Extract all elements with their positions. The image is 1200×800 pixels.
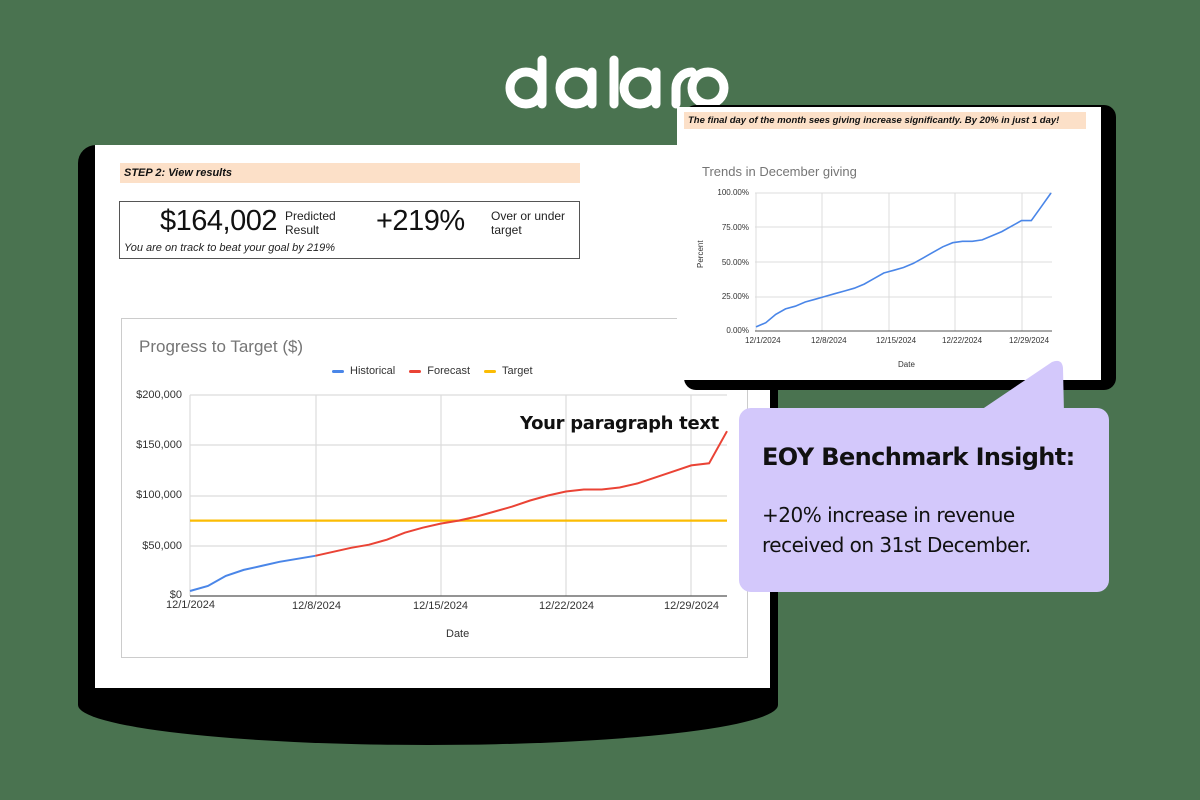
legend-label-historical: Historical [350,365,396,377]
s-y-tick-100: 100.00% [717,188,749,197]
over-under-label-line2: target [491,223,522,237]
x-tick-dec15: 12/15/2024 [413,600,469,612]
legend-label-target: Target [502,365,533,377]
y-tick-100k: $100,000 [136,489,182,501]
s-x-tick-dec8: 12/8/2024 [811,336,847,345]
track-message: You are on track to beat your goal by 21… [124,242,335,254]
legend-historical: Historical [332,365,395,377]
result-summary-box: $164,002 Predicted Result +219% Over or … [119,201,580,259]
chart-legend: Historical Forecast Target [332,365,533,377]
paragraph-annotation: Your paragraph text [520,413,719,434]
legend-target: Target [484,365,533,377]
s-x-tick-dec1: 12/1/2024 [745,336,781,345]
x-tick-dec29: 12/29/2024 [664,600,720,612]
step-banner: STEP 2: View results [120,163,580,183]
legend-swatch-target [484,369,497,373]
y-tick-0: $0 [169,589,182,601]
predicted-label-line1: Predicted [285,209,336,223]
s-x-tick-dec22: 12/22/2024 [942,336,983,345]
over-under-label-line1: Over or under [491,209,566,223]
s-y-tick-75: 75.00% [721,223,749,232]
s-x-tick-dec29: 12/29/2024 [1009,336,1050,345]
callout-body: +20% increase in revenue received on 31s… [762,500,1102,560]
historical-series-line [189,554,316,592]
callout-title: EOY Benchmark Insight: [762,443,1075,471]
progress-chart-frame [121,318,748,658]
legend-swatch-historical [332,369,344,373]
s-x-axis-title: Date [898,360,915,369]
y-tick-200k: $200,000 [136,389,182,401]
callout-body-line1: +20% increase in revenue [762,503,1015,527]
y-tick-50k: $50,000 [142,540,182,552]
trend-series-line [755,192,1052,328]
s-y-tick-25: 25.00% [721,292,749,301]
x-axis-title: Date [446,628,470,640]
s-x-tick-dec15: 12/15/2024 [876,336,917,345]
s-y-tick-50: 50.00% [721,258,749,267]
legend-swatch-forecast [409,369,422,373]
predicted-result-value: $164,002 [160,205,277,237]
s-y-tick-0: 0.00% [726,326,749,335]
x-tick-dec1: 12/1/2024 [166,599,215,611]
x-tick-dec8: 12/8/2024 [292,600,341,612]
insight-callout [739,408,1109,592]
y-tick-150k: $150,000 [136,439,182,451]
legend-label-forecast: Forecast [427,365,471,377]
over-under-value: +219% [376,205,465,237]
predicted-label-line2: Result [285,223,320,237]
x-tick-dec22: 12/22/2024 [539,600,595,612]
trends-chart-title: Trends in December giving [702,164,857,179]
callout-body-line2: received on 31st December. [762,533,1031,557]
forecast-series-line [315,430,728,557]
trends-banner: The final day of the month sees giving i… [684,112,1086,129]
dataro-logo [505,55,729,109]
legend-forecast: Forecast [409,365,470,377]
chart-title: Progress to Target ($) [139,337,304,356]
